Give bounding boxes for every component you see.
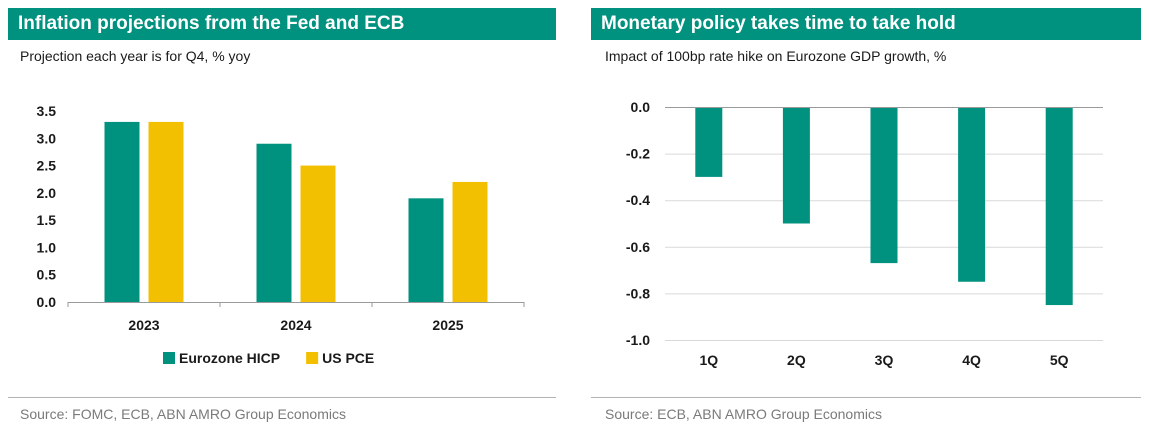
bar-eurozone-hicp-2024 — [256, 143, 292, 302]
x-tick-label: 5Q — [1050, 352, 1069, 368]
y-tick-label: 2.5 — [37, 158, 57, 174]
left-chart-subtitle: Projection each year is for Q4, % yoy — [20, 48, 251, 64]
left-source-divider — [8, 397, 556, 398]
legend-swatch-eurozone-hicp — [163, 352, 175, 364]
bar-1Q — [695, 107, 723, 177]
legend-label: Eurozone HICP — [179, 350, 280, 366]
right-chart-panel: Monetary policy takes time to take hold … — [587, 0, 1149, 437]
right-chart-title: Monetary policy takes time to take hold — [591, 8, 1141, 40]
rate-hike-impact-chart: 0.0 -0.2 -0.4 -0.6 -0.8 -1.0 1Q 2Q 3Q 4Q 5Q — [626, 99, 1103, 368]
bar-us-pce-2023 — [148, 121, 184, 303]
bar-5Q — [1045, 107, 1073, 306]
y-tick-label: 1.5 — [37, 212, 57, 228]
bar-us-pce-2024 — [300, 165, 336, 302]
right-chart-source: Source: ECB, ABN AMRO Group Economics — [605, 406, 882, 422]
x-tick-label: 2023 — [128, 317, 159, 333]
bar-4Q — [958, 107, 986, 282]
x-tick-label: 3Q — [875, 352, 894, 368]
y-tick-label: -1.0 — [626, 332, 650, 348]
bar-eurozone-hicp-2025 — [408, 198, 444, 302]
bar-eurozone-hicp-2023 — [104, 121, 140, 303]
y-tick-label: 0.0 — [631, 99, 651, 115]
x-tick-label: 2024 — [280, 317, 311, 333]
inflation-projections-chart: 0.0 0.5 1.0 1.5 2.0 2.5 3.0 3.5 2023 2024 2025 Euro… — [37, 103, 525, 366]
x-tick-label: 1Q — [699, 352, 718, 368]
bar-us-pce-2025 — [452, 181, 488, 302]
right-source-divider — [591, 397, 1141, 398]
bar-3Q — [870, 107, 898, 264]
legend-swatch-us-pce — [306, 352, 319, 364]
left-chart-panel: Inflation projections from the Fed and E… — [0, 0, 560, 437]
right-chart-subtitle: Impact of 100bp rate hike on Eurozone GD… — [605, 48, 947, 64]
y-tick-label: 0.5 — [37, 267, 57, 283]
legend-label: US PCE — [322, 350, 374, 366]
left-chart-title: Inflation projections from the Fed and E… — [8, 8, 556, 40]
y-tick-label: 2.0 — [37, 185, 57, 201]
y-tick-label: -0.4 — [626, 192, 650, 208]
y-tick-label: 3.0 — [37, 130, 57, 146]
y-tick-label: -0.6 — [626, 239, 650, 255]
x-tick-label: 4Q — [962, 352, 981, 368]
y-tick-label: 0.0 — [37, 294, 57, 310]
y-tick-label: -0.8 — [626, 285, 650, 301]
x-tick-label: 2Q — [787, 352, 806, 368]
bar-2Q — [782, 107, 810, 224]
y-tick-label: -0.2 — [626, 146, 650, 162]
left-chart-source: Source: FOMC, ECB, ABN AMRO Group Econom… — [20, 406, 346, 422]
x-tick-label: 2025 — [432, 317, 463, 333]
y-tick-label: 3.5 — [37, 103, 57, 119]
y-tick-label: 1.0 — [37, 239, 57, 255]
